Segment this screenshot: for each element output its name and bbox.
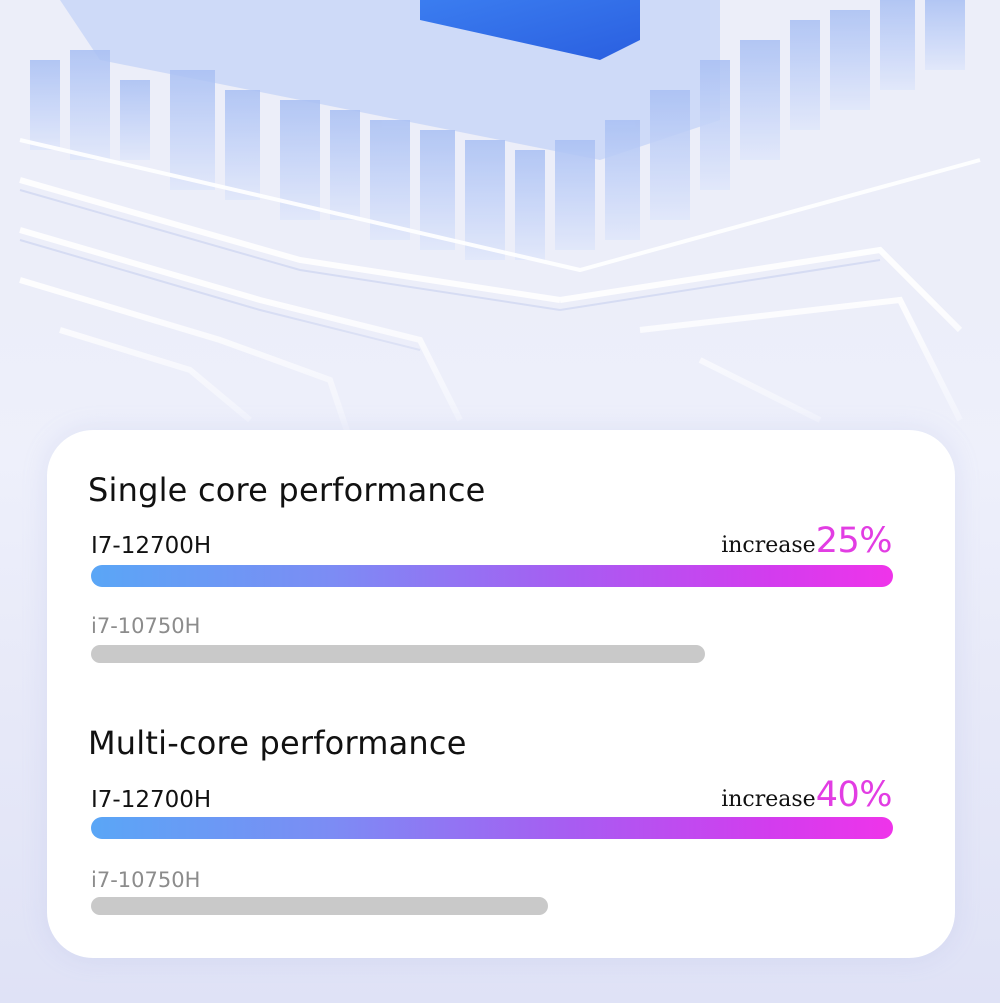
multi-core-title: Multi-core performance: [88, 724, 467, 762]
single-core-new-cpu-label: I7-12700H: [91, 533, 212, 559]
single-core-old-cpu-label: i7-10750H: [91, 614, 201, 638]
single-core-increase-value: 25%: [815, 521, 893, 561]
single-core-new-bar-track: [91, 565, 893, 587]
multi-core-old-cpu-label: i7-10750H: [91, 868, 201, 892]
processor-illustration: [0, 0, 1000, 470]
single-core-old-bar-track: [91, 643, 893, 665]
multi-core-increase: increase40%: [721, 775, 892, 815]
single-core-title: Single core performance: [88, 471, 486, 509]
single-core-new-bar: [91, 565, 893, 587]
multi-core-increase-text: increase: [721, 787, 816, 812]
multi-core-new-bar: [91, 817, 893, 839]
single-core-increase-text: increase: [721, 533, 816, 558]
multi-core-old-bar-track: [91, 895, 893, 917]
multi-core-new-cpu-label: I7-12700H: [91, 787, 212, 813]
multi-core-increase-value: 40%: [815, 775, 893, 815]
multi-core-old-bar: [91, 897, 549, 915]
performance-card: [47, 430, 955, 958]
single-core-old-bar: [91, 645, 705, 663]
single-core-increase: increase25%: [721, 521, 892, 561]
multi-core-new-bar-track: [91, 817, 893, 839]
